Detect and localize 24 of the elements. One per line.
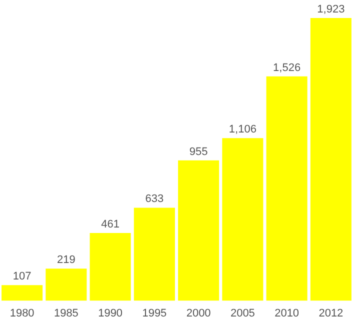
bar (134, 208, 175, 301)
x-tick-label: 1990 (98, 307, 123, 320)
bar (46, 268, 87, 301)
data-label: 633 (145, 193, 164, 206)
bar (310, 18, 352, 301)
x-tick-label: 1985 (54, 307, 78, 320)
bar (222, 138, 264, 301)
bar (2, 285, 43, 301)
data-label: 955 (189, 146, 208, 158)
data-label: 1,923 (317, 4, 345, 16)
data-label: 107 (12, 270, 32, 283)
x-tick-label: 2000 (186, 307, 211, 320)
x-tick-label: 2005 (230, 307, 255, 320)
bar (266, 76, 308, 301)
x-tick-label: 2012 (318, 307, 344, 320)
x-tick-label: 1995 (142, 307, 167, 320)
data-label: 461 (101, 218, 120, 231)
x-tick-label: 2010 (274, 307, 300, 320)
x-tick-label: 1980 (10, 307, 34, 320)
data-label: 1,106 (228, 124, 256, 136)
data-label: 1,526 (273, 62, 301, 74)
bar (90, 233, 131, 301)
bar (178, 160, 220, 301)
data-label: 219 (57, 254, 76, 266)
